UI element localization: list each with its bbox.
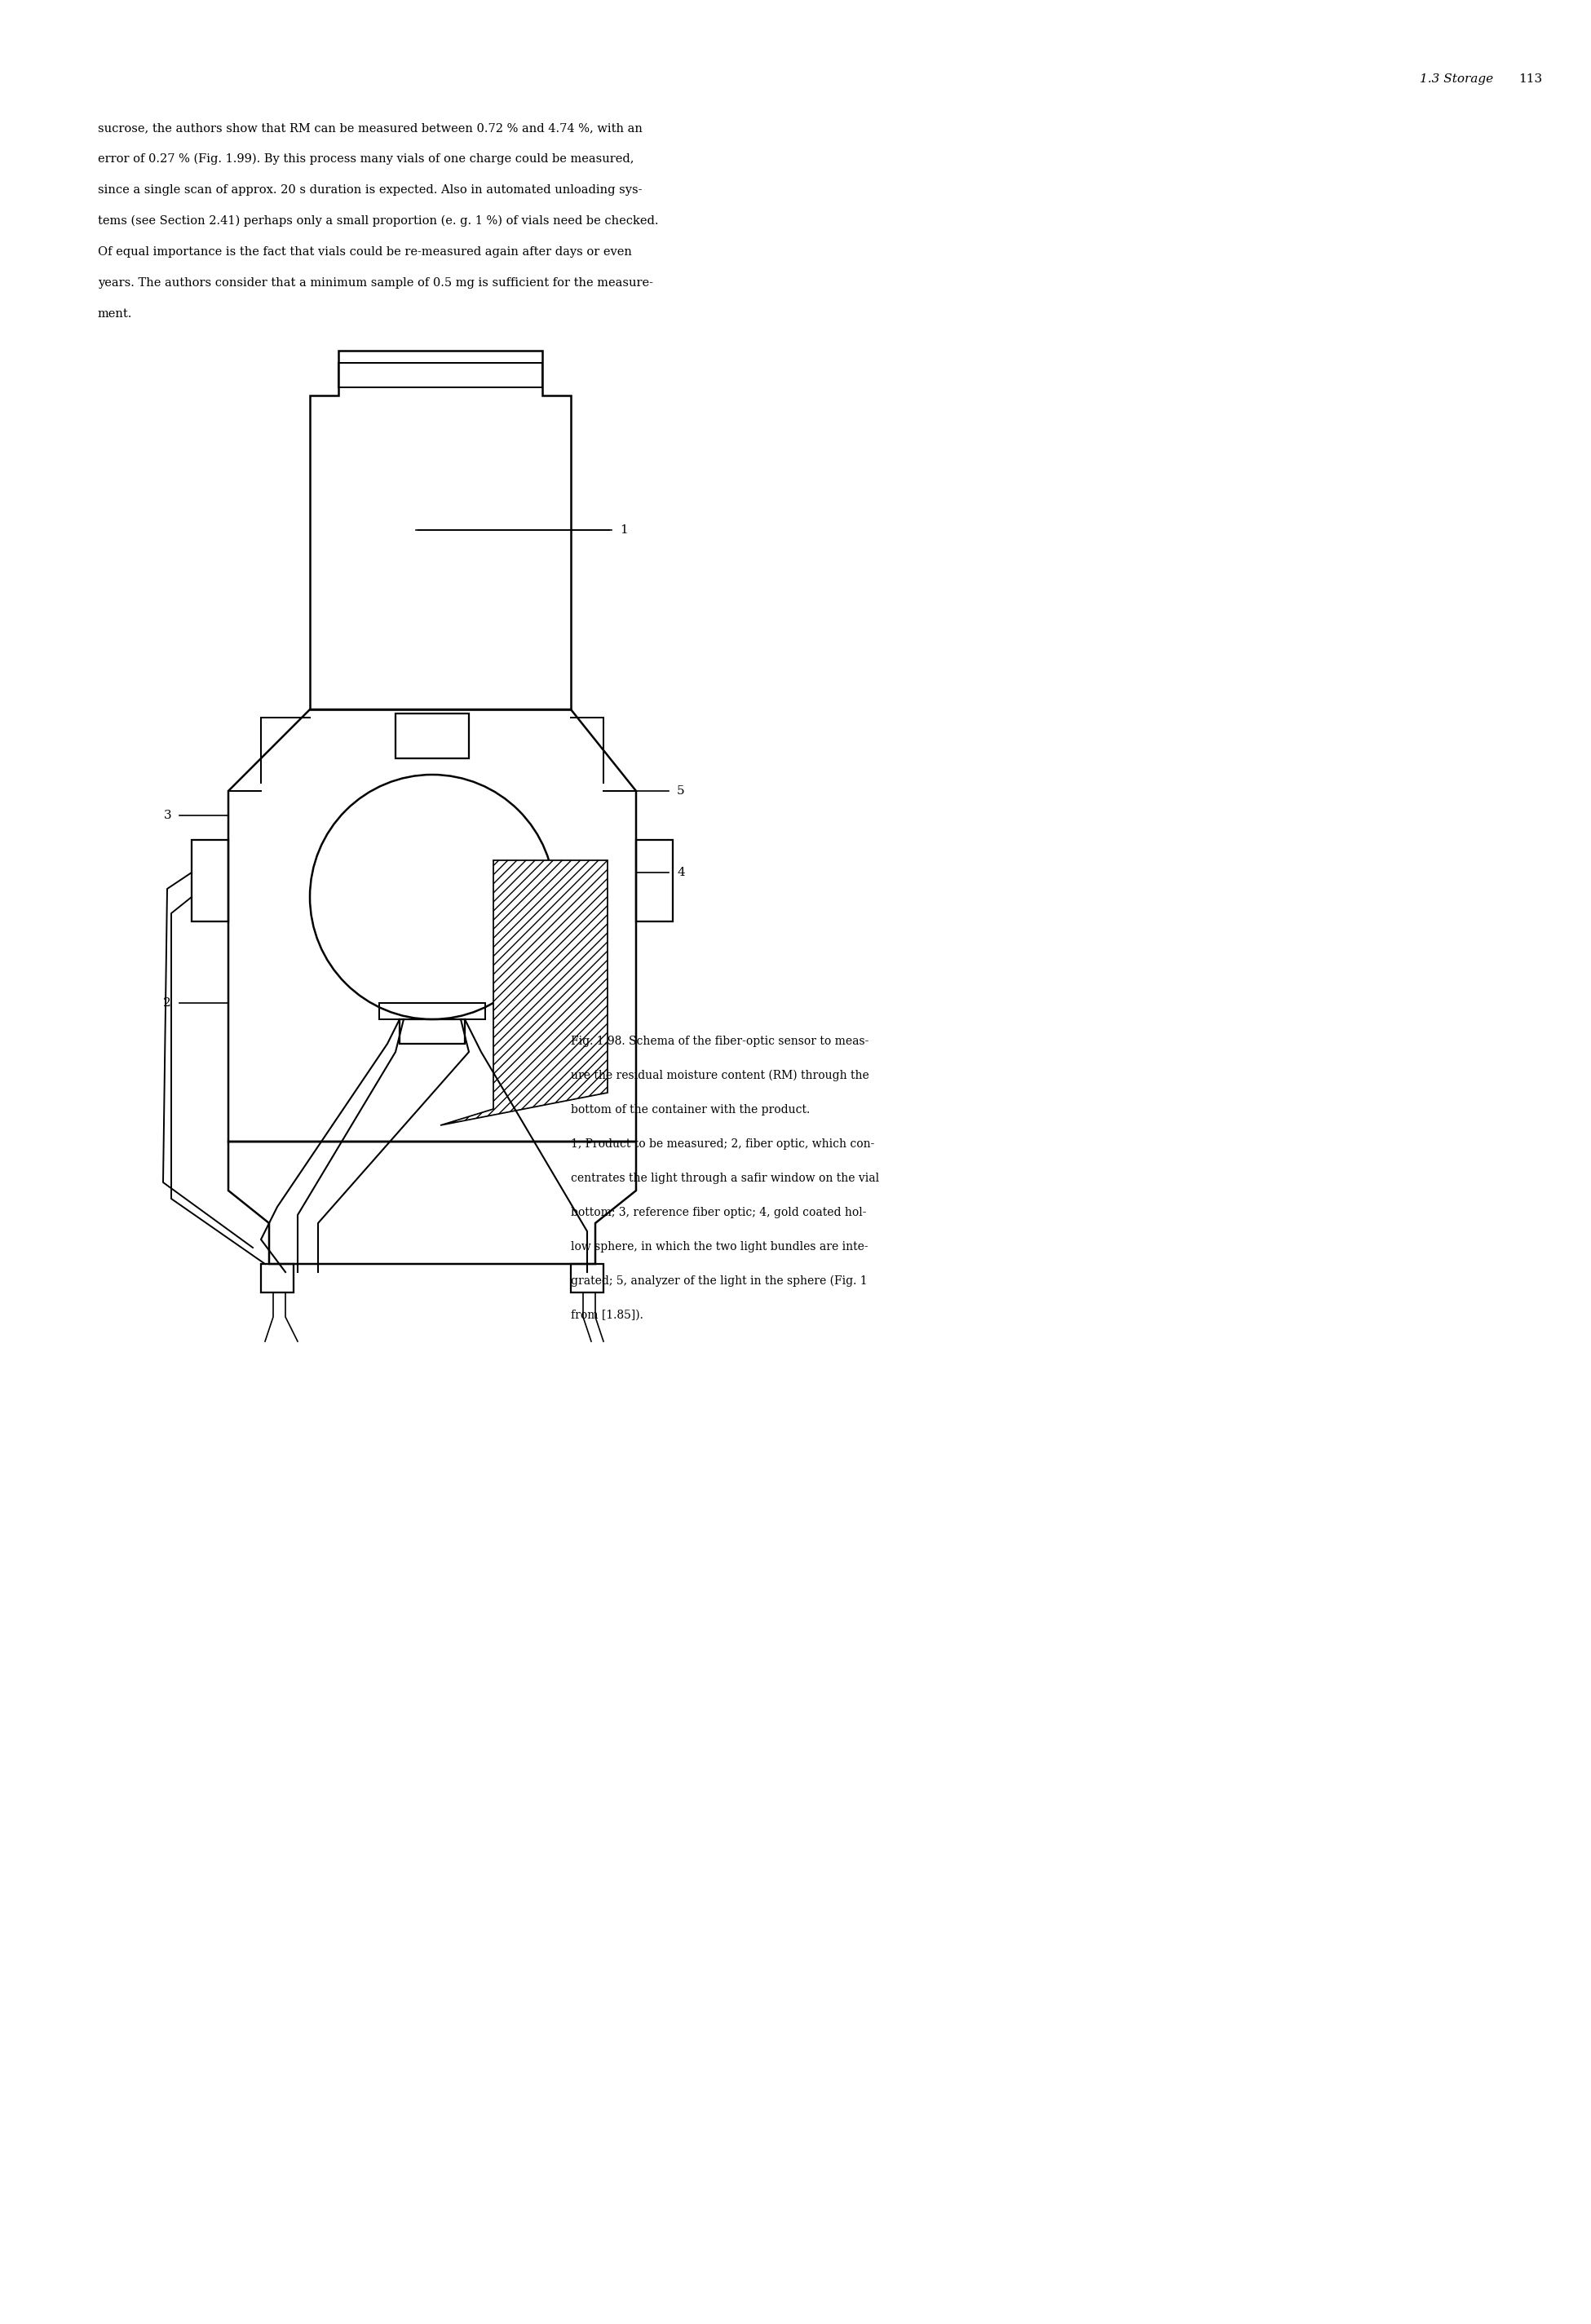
Text: sucrose, the authors show that RM can be measured between 0.72 % and 4.74 %, wit: sucrose, the authors show that RM can be… xyxy=(99,123,643,135)
Bar xyxy=(571,1264,603,1292)
Text: 5: 5 xyxy=(676,786,684,797)
Bar xyxy=(379,1004,485,1020)
Text: 1.3 Storage: 1.3 Storage xyxy=(1419,74,1492,84)
Bar xyxy=(399,1020,465,1043)
Text: ure the residual moisture content (RM) through the: ure the residual moisture content (RM) t… xyxy=(571,1069,869,1081)
Bar xyxy=(191,839,229,920)
Text: ment.: ment. xyxy=(99,309,132,321)
Text: bottom of the container with the product.: bottom of the container with the product… xyxy=(571,1104,810,1116)
Polygon shape xyxy=(441,860,608,1125)
Text: 2: 2 xyxy=(164,997,172,1009)
Text: Of equal importance is the fact that vials could be re-measured again after days: Of equal importance is the fact that via… xyxy=(99,246,632,258)
Text: bottom; 3, reference fiber optic; 4, gold coated hol-: bottom; 3, reference fiber optic; 4, gol… xyxy=(571,1206,867,1218)
Text: centrates the light through a safir window on the vial: centrates the light through a safir wind… xyxy=(571,1174,880,1183)
Text: years. The authors consider that a minimum sample of 0.5 mg is sufficient for th: years. The authors consider that a minim… xyxy=(99,277,654,288)
Text: 3: 3 xyxy=(164,809,172,820)
Text: Fig. 1.98. Schema of the fiber-optic sensor to meas-: Fig. 1.98. Schema of the fiber-optic sen… xyxy=(571,1037,869,1048)
Text: tems (see Section 2.41) perhaps only a small proportion (e. g. 1 %) of vials nee: tems (see Section 2.41) perhaps only a s… xyxy=(99,216,659,228)
Text: 4: 4 xyxy=(676,867,684,878)
Text: 113: 113 xyxy=(1518,74,1542,84)
Text: from [1.85]).: from [1.85]). xyxy=(571,1311,643,1320)
Bar xyxy=(636,839,673,920)
Text: 1: 1 xyxy=(620,525,628,537)
Text: grated; 5, analyzer of the light in the sphere (Fig. 1: grated; 5, analyzer of the light in the … xyxy=(571,1276,867,1287)
Text: error of 0.27 % (Fig. 1.99). By this process many vials of one charge could be m: error of 0.27 % (Fig. 1.99). By this pro… xyxy=(99,153,635,165)
Text: since a single scan of approx. 20 s duration is expected. Also in automated unlo: since a single scan of approx. 20 s dura… xyxy=(99,184,643,195)
Bar xyxy=(396,713,469,758)
Text: low sphere, in which the two light bundles are inte-: low sphere, in which the two light bundl… xyxy=(571,1241,869,1253)
Text: 1, Product to be measured; 2, fiber optic, which con-: 1, Product to be measured; 2, fiber opti… xyxy=(571,1139,875,1150)
Bar xyxy=(261,1264,294,1292)
